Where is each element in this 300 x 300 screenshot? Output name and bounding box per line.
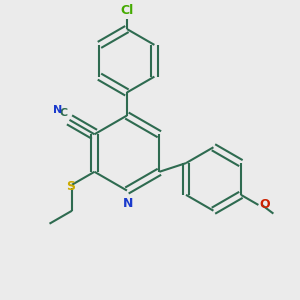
Text: Cl: Cl: [120, 4, 134, 17]
Text: N: N: [53, 105, 63, 115]
Text: S: S: [66, 180, 75, 193]
Text: N: N: [123, 197, 134, 210]
Text: O: O: [260, 198, 271, 212]
Text: C: C: [60, 108, 68, 118]
